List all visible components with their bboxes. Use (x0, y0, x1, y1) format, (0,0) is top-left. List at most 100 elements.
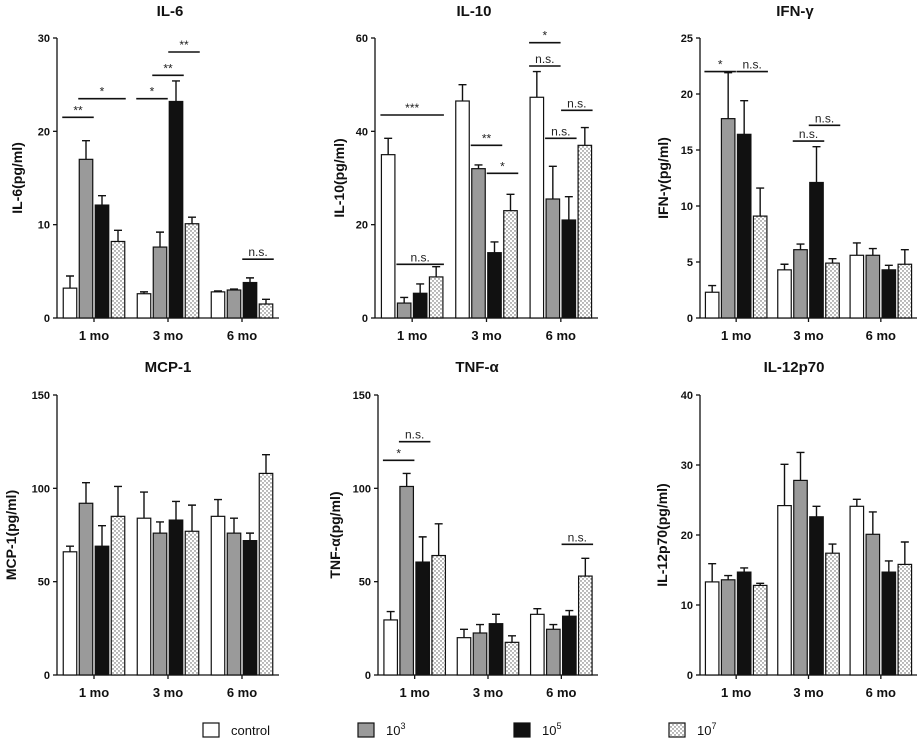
bar-1e3 (865, 254, 881, 319)
bar-1e7 (503, 210, 518, 319)
bar-1e3 (471, 168, 486, 319)
error-bar (756, 582, 765, 586)
error-bar (384, 137, 393, 155)
bar-control (456, 637, 472, 676)
bar-control (529, 96, 545, 319)
y-tick-label: 20 (681, 89, 693, 101)
significance-label: ** (163, 61, 173, 75)
legend-label: 107 (697, 721, 716, 738)
bar-1e5 (487, 252, 502, 319)
y-axis-label: IL-12p70(pg/ml) (654, 483, 670, 586)
error-bar (796, 451, 805, 481)
category-label: 3 mo (471, 328, 501, 343)
legend-item-1e3: 103 (357, 721, 405, 738)
y-tick-label: 40 (681, 390, 693, 402)
error-bar (900, 248, 909, 265)
significance-label: *** (405, 101, 419, 115)
y-axis-label: IL-6(pg/ml) (9, 142, 25, 214)
error-bar (724, 574, 733, 580)
bar-1e5 (736, 133, 752, 319)
error-bar (796, 243, 805, 250)
bar-1e5 (561, 615, 577, 676)
error-bar (98, 524, 106, 547)
legend-swatch (357, 722, 375, 738)
significance-label: * (542, 29, 547, 43)
bar-1e7 (897, 263, 913, 319)
y-tick-label: 0 (365, 670, 371, 682)
y-tick-label: 0 (44, 313, 50, 325)
category-label: 1 mo (79, 685, 109, 700)
significance-label: * (718, 58, 723, 72)
bar-1e3 (545, 198, 561, 319)
y-tick-label: 150 (32, 390, 50, 402)
bar-1e7 (258, 303, 274, 319)
bar-1e7 (184, 223, 200, 319)
significance-label: * (396, 446, 401, 460)
error-bar (82, 482, 90, 504)
error-bar (402, 472, 411, 487)
y-tick-label: 10 (681, 600, 693, 612)
bar-1e3 (793, 479, 808, 676)
error-bar (156, 231, 164, 248)
error-bar (900, 541, 909, 565)
legend-item-control: control (202, 722, 270, 738)
y-tick-label: 10 (681, 201, 693, 213)
bar-1e7 (504, 641, 520, 676)
error-bar (852, 498, 861, 507)
bar-1e5 (94, 204, 110, 319)
bar-1e3 (865, 533, 881, 676)
significance-label: n.s. (799, 127, 818, 141)
bar-control (529, 613, 545, 676)
bar-1e7 (897, 563, 913, 676)
bar-1e5 (561, 219, 577, 319)
error-bar (490, 241, 499, 253)
bar-1e3 (399, 485, 415, 676)
error-bar (114, 229, 122, 242)
category-label: 1 mo (721, 328, 751, 343)
error-bar (172, 500, 180, 521)
error-bar (416, 283, 425, 294)
bar-1e3 (78, 158, 94, 319)
error-bar (580, 126, 589, 146)
bar-1e7 (825, 262, 840, 319)
category-label: 1 mo (721, 685, 751, 700)
bar-1e5 (168, 519, 184, 676)
bar-1e7 (428, 276, 444, 319)
y-tick-label: 30 (38, 33, 50, 45)
error-bar (230, 288, 238, 290)
y-tick-label: 50 (38, 577, 50, 589)
y-tick-label: 0 (687, 313, 693, 325)
y-tick-label: 10 (38, 220, 50, 232)
category-label: 1 mo (79, 328, 109, 343)
bar-control (380, 154, 396, 319)
bar-control (62, 551, 78, 676)
chart-title: IL-12p70 (764, 359, 825, 376)
error-bar (884, 264, 893, 270)
error-bar (708, 284, 717, 293)
error-bar (66, 545, 74, 552)
legend-swatch (513, 722, 531, 738)
error-bar (532, 70, 541, 98)
y-tick-label: 0 (362, 313, 368, 325)
chart-panel-2: IFN-γ IFN-γ(pg/ml) 0 5 10 15 20 25 1 mo 3 mo 6 mo *… (655, 3, 917, 343)
y-axis-label: MCP-1(pg/ml) (3, 490, 19, 580)
significance-label: n.s. (405, 428, 424, 442)
significance-label: n.s. (742, 58, 761, 72)
legend-item-1e5: 105 (513, 721, 561, 738)
legend-swatch (202, 722, 220, 738)
error-bar (66, 275, 74, 289)
bar-1e5 (168, 100, 184, 319)
error-bar (506, 193, 515, 211)
significance-label: n.s. (567, 96, 586, 110)
bar-1e7 (184, 530, 200, 676)
error-bar (549, 623, 558, 630)
bar-1e7 (577, 144, 593, 319)
error-bar (230, 517, 238, 534)
bar-control (704, 581, 720, 676)
error-bar (418, 536, 427, 563)
error-bar (724, 72, 733, 119)
bar-1e3 (226, 289, 242, 319)
